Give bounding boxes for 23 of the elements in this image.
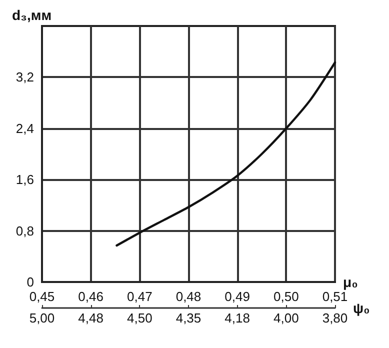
x-tick-label: 0,49 [224, 289, 250, 304]
x2-axis-title: ψ₀ [353, 300, 370, 316]
y-tick-label: 3,2 [16, 70, 34, 85]
text: 5,00 [29, 310, 55, 326]
x-axis-title: μ₀ [343, 274, 358, 290]
x-tick-label: 0,48 [176, 289, 202, 304]
text: 4,35 [176, 310, 202, 326]
line-series [116, 61, 336, 247]
x-tick-label: 0,47 [127, 289, 152, 304]
x-tick-label: 0,45 [29, 289, 55, 304]
y-tick-label: 0,8 [16, 223, 34, 238]
text: 4,18 [224, 310, 250, 326]
text: 4,50 [127, 310, 152, 326]
y-tick-label: 1,6 [16, 172, 34, 188]
text: 3,80 [322, 310, 348, 326]
x-tick-label: 0,51 [322, 289, 348, 304]
y-axis-title: d₃,мм [12, 7, 52, 23]
x-tick-label: 0,50 [274, 289, 299, 304]
y-tick-label: 2,4 [16, 120, 34, 136]
y-tick-label: 0 [26, 274, 34, 290]
x-tick-label: 0,46 [78, 289, 104, 304]
text: 4,48 [78, 310, 104, 326]
text: 4,00 [274, 310, 299, 326]
